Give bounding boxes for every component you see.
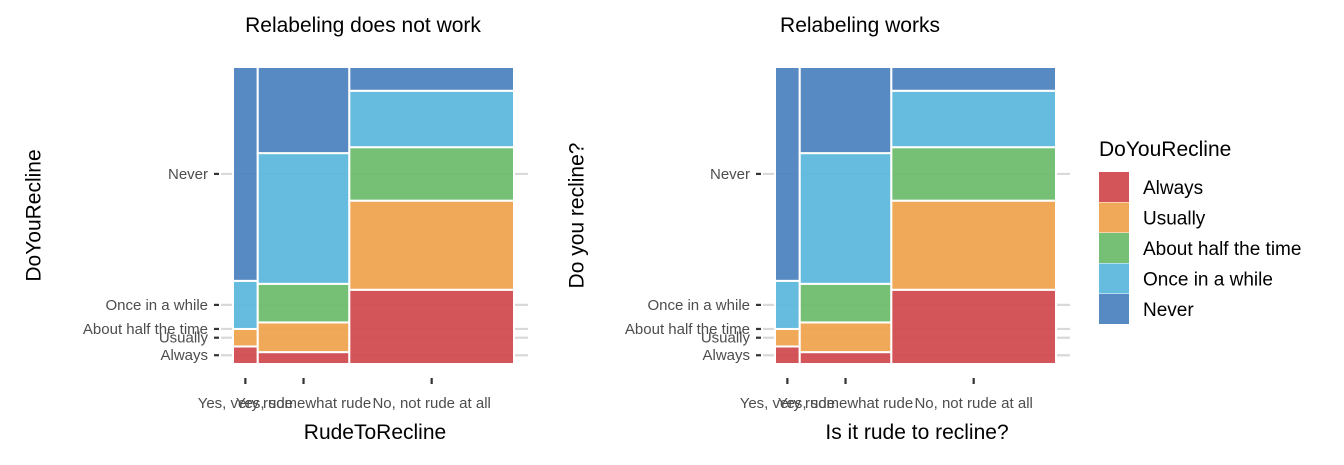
legend-key-about-half-the-time	[1099, 233, 1129, 263]
legend-key-once-in-a-while	[1099, 263, 1129, 294]
tile-no-not-rude-at-all-never	[890, 66, 1057, 92]
tile-no-not-rude-at-all-once-in-a-while	[348, 89, 516, 149]
tile-yes-somewhat-rude-about-half-the-time	[798, 282, 893, 324]
tile-no-not-rude-at-all-usually	[890, 199, 1057, 291]
tile-yes-somewhat-rude-always	[798, 351, 893, 365]
legend-label-never: Never	[1143, 300, 1194, 321]
tile-yes-somewhat-rude-always	[256, 351, 351, 365]
x-tick-label-yes-somewhat-rude: Yes, somewhat rude	[778, 395, 913, 412]
legend: DoYouRecline Always Usually About half the …	[1099, 138, 1301, 324]
legend-key-never	[1099, 294, 1129, 324]
tile-yes-somewhat-rude-once-in-a-while	[256, 152, 351, 285]
legend-label-about-half-the-time: About half the time	[1143, 239, 1301, 260]
tile-no-not-rude-at-all-about-half-the-time	[890, 146, 1057, 202]
tile-yes-very-rude-once-in-a-while	[232, 279, 259, 330]
legend-label-always: Always	[1143, 178, 1203, 199]
tile-yes-somewhat-rude-about-half-the-time	[256, 282, 351, 324]
x-tick-label-yes-very-rude: Yes, very rude	[198, 395, 293, 412]
mosaic-tiles	[232, 66, 516, 365]
legend-key-always	[1099, 172, 1129, 202]
y-tick-label-about-half-the-time: About half the time	[625, 321, 750, 338]
y-tick-label-once-in-a-while: Once in a while	[105, 297, 208, 314]
y-axis-title: Do you recline?	[565, 143, 588, 289]
x-axis-title: RudeToRecline	[304, 421, 446, 444]
tile-yes-somewhat-rude-never	[798, 66, 893, 155]
legend-label-once-in-a-while: Once in a while	[1143, 270, 1273, 291]
tile-no-not-rude-at-all-never	[348, 66, 516, 92]
y-tick-label-never: Never	[168, 166, 208, 183]
y-tick-label-always: Always	[702, 347, 750, 364]
x-tick-label-yes-very-rude: Yes, very rude	[740, 395, 835, 412]
y-tick-label-never: Never	[710, 166, 750, 183]
legend-label-usually: Usually	[1143, 209, 1206, 230]
mosaic-tiles	[774, 66, 1057, 365]
chart-title: Relabeling does not work	[245, 14, 481, 37]
x-tick-label-no-not-rude-at-all: No, not rude at all	[372, 395, 490, 412]
tile-yes-somewhat-rude-usually	[256, 321, 351, 354]
tile-yes-very-rude-usually	[774, 327, 801, 348]
tile-yes-somewhat-rude-never	[256, 66, 351, 155]
tile-no-not-rude-at-all-always	[890, 288, 1057, 365]
tile-yes-very-rude-always	[232, 345, 259, 365]
y-tick-label-once-in-a-while: Once in a while	[647, 297, 750, 314]
tile-yes-very-rude-usually	[232, 327, 259, 348]
x-tick-label-yes-somewhat-rude: Yes, somewhat rude	[236, 395, 371, 412]
tile-no-not-rude-at-all-always	[348, 288, 516, 365]
tile-no-not-rude-at-all-about-half-the-time	[348, 146, 516, 202]
y-tick-label-usually: Usually	[701, 330, 751, 347]
y-tick-label-usually: Usually	[159, 330, 209, 347]
tile-yes-somewhat-rude-once-in-a-while	[798, 152, 893, 285]
tile-yes-very-rude-never	[232, 66, 259, 282]
y-tick-label-about-half-the-time: About half the time	[83, 321, 208, 338]
tile-no-not-rude-at-all-once-in-a-while	[890, 89, 1057, 149]
x-axis-title: Is it rude to recline?	[825, 421, 1008, 444]
tile-yes-very-rude-never	[774, 66, 801, 282]
tile-yes-very-rude-always	[774, 345, 801, 365]
x-tick-label-no-not-rude-at-all: No, not rude at all	[914, 395, 1032, 412]
y-axis-title: DoYouRecline	[22, 149, 45, 281]
tile-no-not-rude-at-all-usually	[348, 199, 516, 291]
legend-key-usually	[1099, 202, 1129, 233]
legend-title: DoYouRecline	[1099, 138, 1231, 161]
chart-title: Relabeling works	[780, 14, 940, 37]
tile-yes-very-rude-once-in-a-while	[774, 279, 801, 330]
y-tick-label-always: Always	[160, 347, 208, 364]
tile-yes-somewhat-rude-usually	[798, 321, 893, 354]
